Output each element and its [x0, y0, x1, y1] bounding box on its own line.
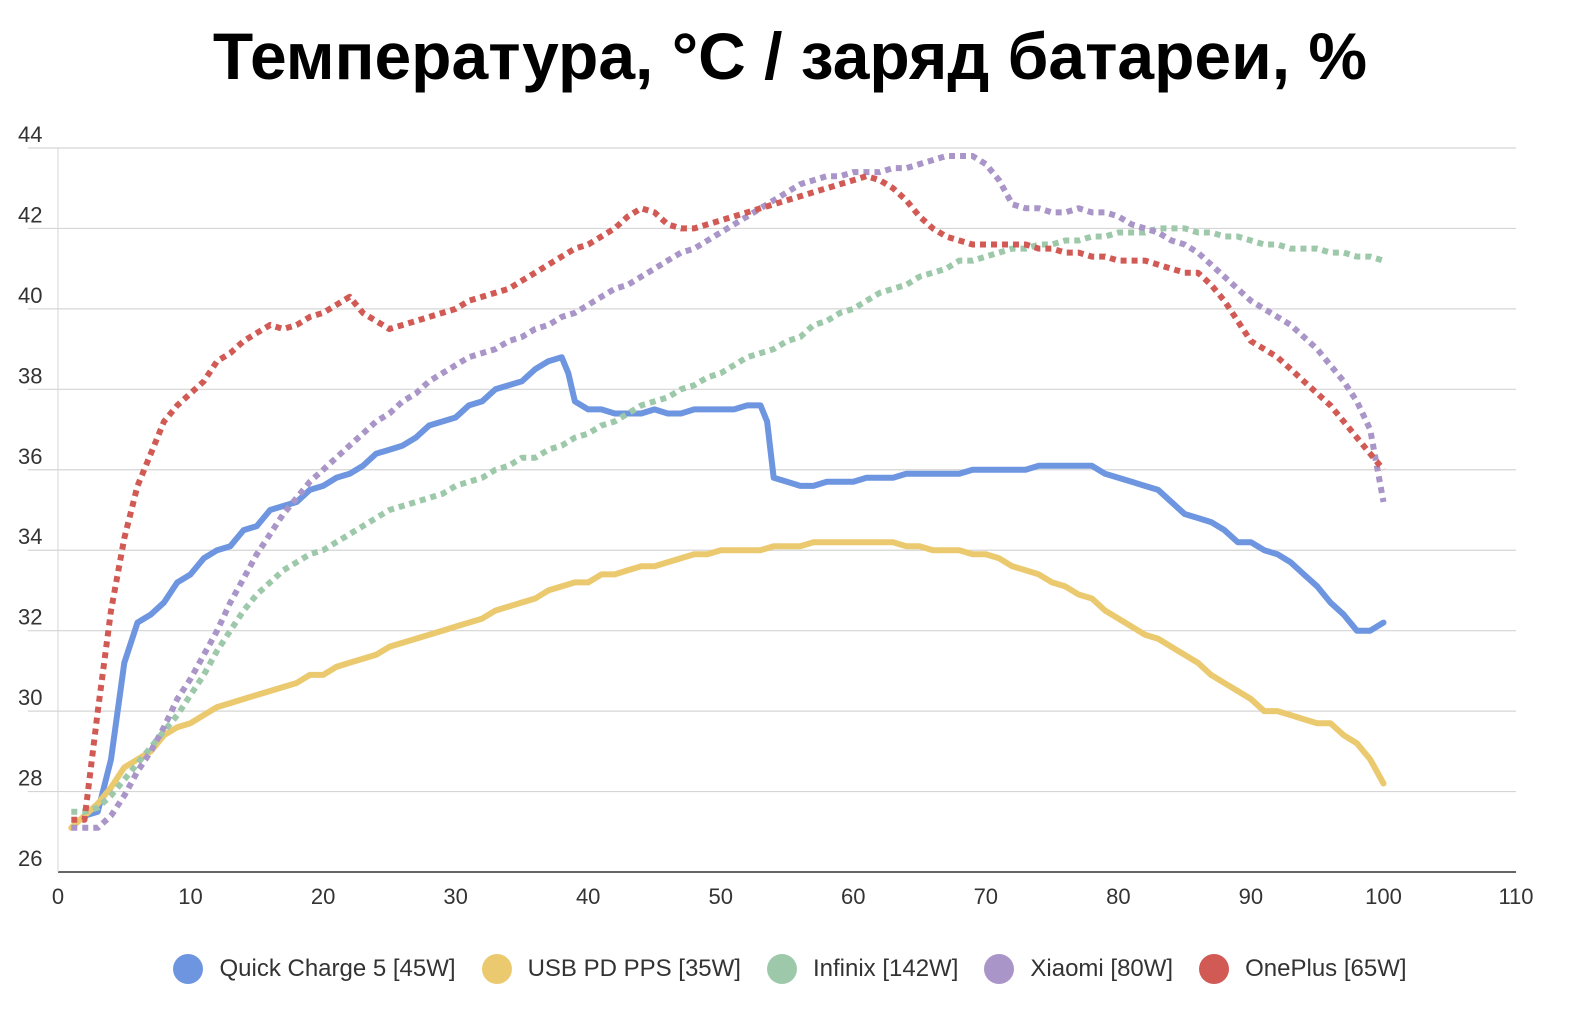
y-tick-label: 34: [18, 524, 42, 549]
y-tick-label: 44: [18, 122, 42, 147]
y-axis-ticks: 26 28 30 32 34 36 38 40 42 44: [18, 122, 42, 871]
series-line-3: [71, 153, 1387, 831]
series-line-4: [71, 173, 1386, 823]
y-tick-label: 40: [18, 283, 42, 308]
legend-swatch: [173, 954, 204, 984]
series-line-2: [71, 225, 1385, 815]
legend-swatch: [481, 954, 512, 984]
x-tick-label: 0: [52, 884, 64, 909]
legend-swatch: [984, 954, 1015, 984]
x-tick-label: 80: [1106, 884, 1130, 909]
x-axis-ticks: 0 10 20 30 40 50 60 70 80 90 100 110: [52, 884, 1534, 909]
x-tick-label: 90: [1239, 884, 1263, 909]
series-line-1: [68, 539, 1387, 831]
y-tick-label: 42: [18, 202, 42, 227]
x-tick-label: 100: [1365, 884, 1402, 909]
legend-item[interactable]: OnePlus [65W]: [1199, 954, 1407, 984]
y-tick-label: 26: [18, 846, 42, 871]
x-tick-label: 70: [974, 884, 998, 909]
legend-label: Quick Charge 5 [45W]: [219, 955, 456, 982]
legend-label: USB PD PPS [35W]: [527, 955, 741, 982]
legend-item[interactable]: Xiaomi [80W]: [984, 954, 1173, 984]
series-lines: [68, 153, 1387, 831]
legend: Quick Charge 5 [45W] USB PD PPS [35W] Infi…: [0, 954, 1580, 984]
series-line-0: [81, 354, 1387, 819]
x-tick-label: 60: [841, 884, 865, 909]
legend-swatch: [766, 954, 797, 984]
y-tick-label: 36: [18, 444, 42, 469]
grid-lines: [28, 147, 1516, 873]
chart-title: Температура, °C / заряд батареи, %: [212, 19, 1368, 93]
y-tick-label: 30: [18, 685, 42, 710]
x-tick-label: 40: [576, 884, 600, 909]
y-tick-label: 38: [18, 363, 42, 388]
legend-item[interactable]: Quick Charge 5 [45W]: [173, 954, 456, 984]
legend-swatch: [1199, 954, 1230, 984]
legend-label: Infinix [142W]: [812, 955, 959, 982]
legend-label: Xiaomi [80W]: [1030, 955, 1174, 982]
x-tick-label: 110: [1498, 884, 1533, 909]
x-tick-label: 10: [178, 884, 202, 909]
x-tick-label: 30: [443, 884, 467, 909]
legend-item[interactable]: Infinix [142W]: [766, 954, 959, 984]
y-tick-label: 32: [18, 605, 42, 630]
x-tick-label: 50: [708, 884, 732, 909]
y-tick-label: 28: [18, 766, 42, 791]
legend-label: OnePlus [65W]: [1245, 955, 1407, 982]
legend-item[interactable]: USB PD PPS [35W]: [481, 954, 741, 984]
x-tick-label: 20: [311, 884, 335, 909]
